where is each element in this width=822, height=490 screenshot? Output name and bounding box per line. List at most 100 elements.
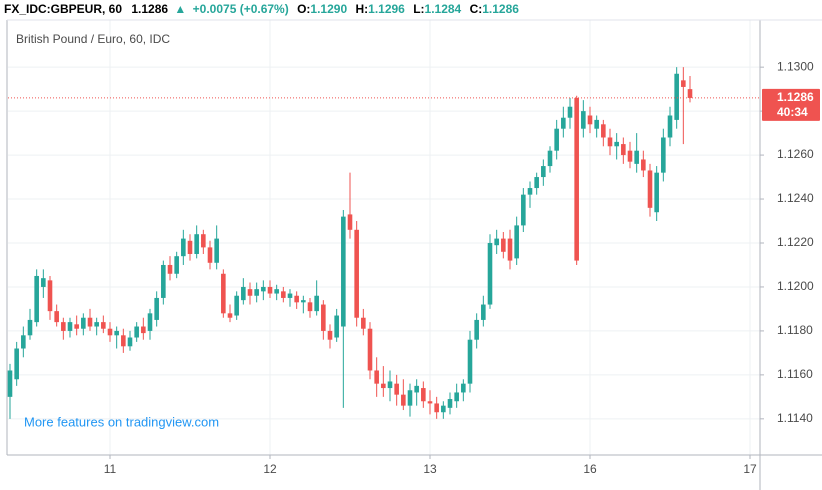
candle-body [667, 115, 673, 138]
candle-body [427, 401, 433, 404]
candle-body [407, 390, 413, 406]
candle-body [261, 286, 266, 292]
grid [8, 20, 760, 455]
candle-body [21, 335, 26, 349]
candle-body [614, 141, 619, 147]
candle-body [501, 238, 506, 252]
candle-body [87, 317, 93, 327]
candle-body [567, 106, 573, 118]
y-tick-label: 1.1220 [777, 235, 814, 249]
ohlc-value: 1.1296 [368, 2, 405, 16]
candle-body [527, 188, 533, 195]
candle-body [347, 214, 353, 230]
candle-body [534, 177, 539, 189]
candle-body [101, 322, 106, 329]
candle-body [287, 293, 293, 298]
candle-body [474, 319, 479, 340]
candle-body [681, 80, 686, 87]
ohlc-value: 1.1290 [310, 2, 347, 16]
ohlc-label: O: [297, 2, 310, 16]
candle-body [587, 115, 593, 125]
x-tick-label: 16 [583, 462, 597, 476]
candle-body [314, 295, 319, 312]
symbol: FX_IDC:GBPEUR, 60 [4, 2, 122, 16]
candle-body [521, 194, 526, 226]
change: +0.0075 (+0.67%) [193, 2, 289, 16]
candle-body [134, 326, 139, 338]
ohlc-label: H: [355, 2, 368, 16]
candle-body [201, 234, 206, 248]
x-tick-label: 11 [104, 462, 117, 476]
ohlc-label: C: [470, 2, 483, 16]
candle-body [307, 302, 313, 312]
candle-body [381, 383, 386, 389]
candle-body [401, 394, 406, 406]
candle-body [7, 370, 13, 397]
candle-body [174, 256, 179, 274]
candle-body [81, 317, 86, 329]
x-tick-label: 17 [743, 462, 757, 476]
candle-body [334, 315, 339, 338]
candle-body [141, 326, 146, 334]
x-tick-label: 12 [263, 462, 277, 476]
candle-body [321, 304, 326, 331]
candle-body [67, 322, 73, 331]
candle-body [94, 322, 99, 327]
chart-title: British Pound / Euro, 60, IDC [16, 32, 170, 46]
candle-body [387, 381, 393, 389]
candle-body [434, 403, 439, 413]
y-tick-label: 1.1240 [777, 191, 814, 205]
candle-body [574, 97, 579, 261]
candle-body [441, 405, 446, 413]
candle-body [294, 295, 299, 303]
y-tick-label: 1.1260 [777, 147, 814, 161]
candle-body [74, 324, 79, 329]
candle-body [487, 242, 493, 305]
y-tick-label: 1.1160 [777, 367, 813, 381]
countdown: 40:34 [777, 105, 808, 119]
candle-body [14, 348, 19, 380]
candle-body [554, 128, 559, 151]
x-tick-label: 13 [423, 462, 437, 476]
candle-body [274, 289, 279, 294]
candle-body [267, 286, 273, 294]
ohlc-label: L: [413, 2, 424, 16]
candle-body [194, 234, 199, 254]
watermark-link[interactable]: More features on tradingview.com [24, 414, 219, 429]
candle-body [461, 383, 466, 393]
candle-body [181, 238, 186, 257]
candle-body [121, 335, 126, 347]
candle-body [147, 313, 153, 331]
candle-body [27, 319, 33, 336]
candle-body [661, 137, 666, 173]
y-tick-label: 1.1180 [777, 323, 813, 337]
candle-body [61, 322, 66, 331]
candle-body [581, 111, 586, 129]
candle-body [447, 399, 453, 408]
price: 1.1286 [131, 2, 168, 16]
candle-body [414, 385, 419, 393]
candle-body [207, 247, 213, 263]
candle-body [654, 172, 659, 213]
y-tick-label: 1.1300 [777, 59, 814, 73]
candle-body [594, 119, 599, 129]
candle-body [234, 295, 239, 316]
last-price-badge [762, 88, 820, 121]
candle-body [227, 313, 233, 318]
candle-body [361, 317, 366, 329]
candle-body [114, 330, 119, 336]
candle-body [514, 225, 519, 259]
candle-body [54, 311, 59, 323]
candle-body [221, 273, 226, 314]
candle-body [674, 73, 679, 120]
candle-body [34, 275, 39, 323]
candle-body [547, 150, 553, 167]
candle-body [374, 370, 379, 384]
candle-body [341, 216, 346, 327]
candle-body [634, 150, 639, 164]
candle-body [601, 124, 606, 138]
candle-body [247, 289, 253, 296]
candle-body [494, 238, 499, 246]
candle-body [607, 137, 613, 147]
